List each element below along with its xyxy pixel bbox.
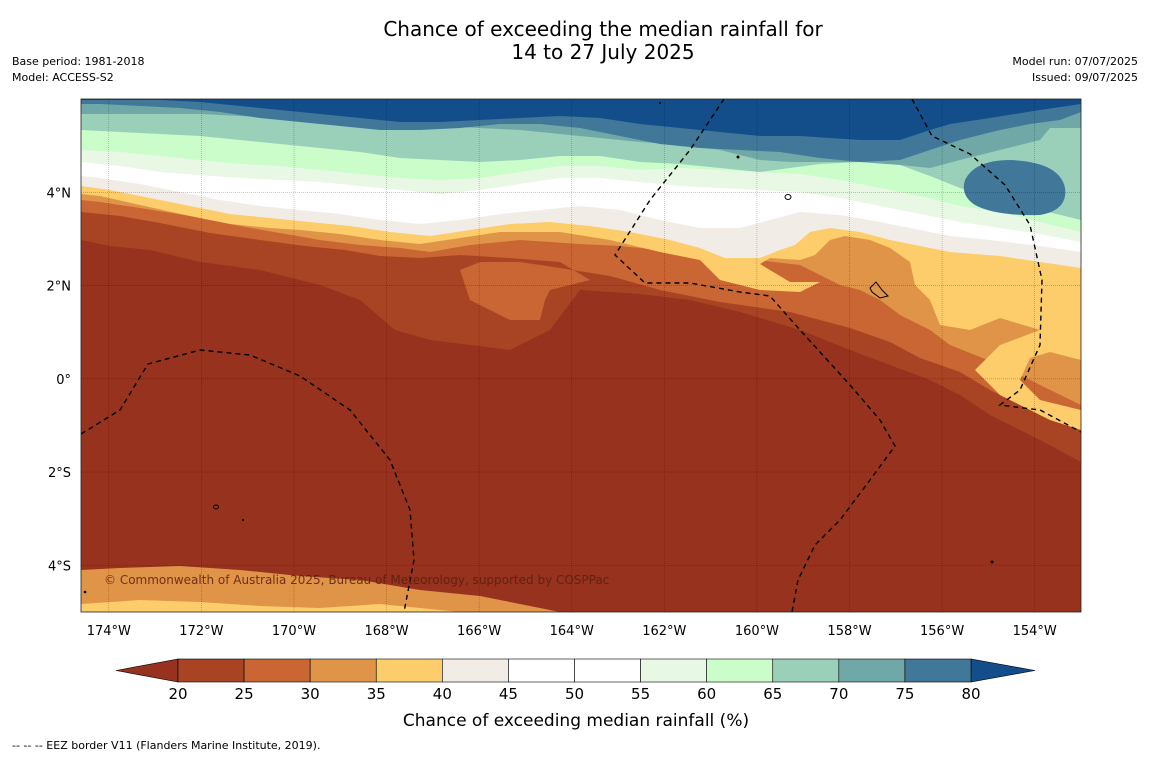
lon-tick-label: 166°W bbox=[457, 624, 501, 639]
title-line-1: Chance of exceeding the median rainfall … bbox=[383, 17, 823, 41]
lon-tick-label: 158°W bbox=[827, 624, 871, 639]
colorbar-tick-label: 75 bbox=[895, 685, 914, 703]
band-south-30-35 bbox=[81, 566, 560, 612]
base-period-text: Base period: 1981-2018 bbox=[12, 55, 145, 68]
lon-tick-label: 156°W bbox=[920, 624, 964, 639]
eez-border-central bbox=[614, 99, 896, 612]
colorbar-tick-label: 45 bbox=[499, 685, 518, 703]
lat-tick-label: 2°N bbox=[47, 280, 72, 295]
lon-tick-label: 164°W bbox=[550, 624, 594, 639]
colorbar-tick-label: 50 bbox=[565, 685, 584, 703]
colorbar-tick-label: 55 bbox=[631, 685, 650, 703]
band-south-35-40 bbox=[81, 600, 460, 612]
colorbar: 20 25 30 35 40 45 50 55 60 65 70 75 80 bbox=[115, 658, 1036, 703]
meta-right: Model run: 07/07/2025 Issued: 09/07/2025 bbox=[1012, 54, 1138, 86]
lon-tick-label: 174°W bbox=[87, 624, 131, 639]
eez-border-east bbox=[911, 99, 1081, 433]
colorbar-tick-label: 40 bbox=[433, 685, 452, 703]
colorbar-segment bbox=[309, 658, 377, 683]
meta-left: Base period: 1981-2018 Model: ACCESS-S2 bbox=[12, 54, 144, 86]
colorbar-segment bbox=[706, 658, 774, 683]
chart-title: Chance of exceeding the median rainfall … bbox=[0, 18, 1150, 64]
lat-ticks: 4°N 2°N 0° 2°S 4°S bbox=[47, 186, 72, 574]
title-line-2: 14 to 27 July 2025 bbox=[511, 40, 695, 64]
colorbar-segment bbox=[838, 658, 906, 683]
colorbar-segment bbox=[177, 658, 245, 683]
colorbar-tick-label: 60 bbox=[697, 685, 716, 703]
issued-text: Issued: 09/07/2025 bbox=[1031, 71, 1138, 84]
lon-tick-label: 160°W bbox=[735, 624, 779, 639]
island-dot bbox=[242, 519, 244, 521]
colorbar-segment bbox=[442, 658, 509, 683]
island-dot bbox=[736, 155, 740, 159]
model-text: Model: ACCESS-S2 bbox=[12, 71, 114, 84]
lat-tick-label: 2°S bbox=[48, 466, 71, 481]
colorbar-segment bbox=[508, 658, 575, 683]
band-75-80-patch bbox=[963, 160, 1066, 216]
island-dot bbox=[659, 102, 661, 104]
colorbar-tick-label: 30 bbox=[301, 685, 320, 703]
island-outline bbox=[869, 281, 889, 299]
lon-tick-label: 162°W bbox=[642, 624, 686, 639]
colorbar-tick-label: 35 bbox=[367, 685, 386, 703]
colorbar-tick-label: 20 bbox=[168, 685, 187, 703]
model-run-text: Model run: 07/07/2025 bbox=[1012, 55, 1138, 68]
copyright-text: © Commonwealth of Australia 2025, Bureau… bbox=[104, 573, 609, 587]
map-frame bbox=[80, 98, 1082, 613]
band-over-80 bbox=[81, 99, 1081, 140]
lon-tick-label: 170°W bbox=[272, 624, 316, 639]
colorbar-under-arrow bbox=[115, 658, 179, 683]
colorbar-tick-label: 70 bbox=[829, 685, 848, 703]
colorbar-over-arrow bbox=[970, 658, 1036, 683]
colorbar-segment bbox=[772, 658, 840, 683]
colorbar-segment bbox=[243, 658, 311, 683]
colorbar-segment bbox=[375, 658, 443, 683]
colorbar-tick-label: 80 bbox=[961, 685, 980, 703]
lat-tick-label: 4°S bbox=[48, 559, 71, 574]
colorbar-title: Chance of exceeding median rainfall (%) bbox=[403, 711, 749, 731]
island-dot bbox=[990, 560, 994, 564]
island-dot bbox=[83, 590, 87, 594]
rainfall-field bbox=[81, 99, 1081, 612]
footnote: -- -- -- EEZ border V11 (Flanders Marine… bbox=[12, 739, 321, 752]
colorbar-tick-label: 65 bbox=[763, 685, 782, 703]
colorbar-segment bbox=[904, 658, 972, 683]
colorbar-segment bbox=[640, 658, 707, 683]
lat-tick-label: 4°N bbox=[47, 186, 72, 201]
island-outline bbox=[784, 194, 792, 200]
lat-tick-label: 0° bbox=[56, 373, 71, 388]
lon-tick-label: 172°W bbox=[179, 624, 223, 639]
eez-border-west bbox=[81, 349, 415, 612]
colorbar-tick-label: 25 bbox=[235, 685, 254, 703]
gridlines bbox=[81, 99, 1081, 612]
lon-ticks: 174°W 172°W 170°W 168°W 166°W 164°W 162°W 160°W… bbox=[87, 624, 1057, 639]
island-outline bbox=[213, 504, 219, 510]
colorbar-segment bbox=[574, 658, 641, 683]
lon-tick-label: 168°W bbox=[364, 624, 408, 639]
lon-tick-label: 154°W bbox=[1013, 624, 1057, 639]
